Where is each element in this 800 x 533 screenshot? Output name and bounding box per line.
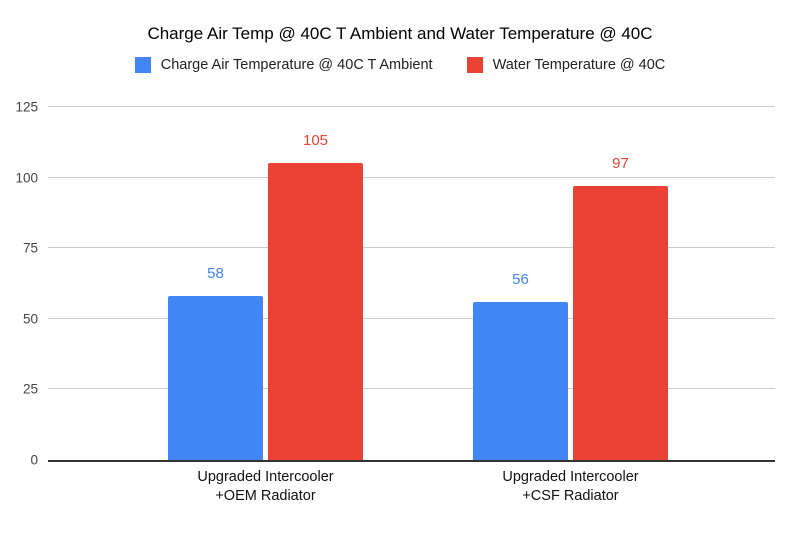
bar-series2-cat1[interactable] xyxy=(268,163,363,460)
bar-value-label: 56 xyxy=(512,270,529,288)
plot-area: 58 105 56 97 xyxy=(48,106,775,462)
y-tick-label: 0 xyxy=(30,452,38,468)
bar-series1-cat1[interactable] xyxy=(168,296,263,460)
gridline xyxy=(48,176,775,178)
y-tick-label: 100 xyxy=(15,170,38,186)
bar-series1-cat2[interactable] xyxy=(473,301,568,460)
legend-label-water-temp: Water Temperature @ 40C xyxy=(492,57,666,73)
chart-title: Charge Air Temp @ 40C T Ambient and Wate… xyxy=(147,24,653,43)
gridline xyxy=(48,388,775,390)
legend-swatch-icon xyxy=(134,57,151,73)
y-axis-labels: 0 25 50 75 100 125 xyxy=(0,100,38,468)
bar-series2-cat2[interactable] xyxy=(573,186,668,460)
legend-swatch-icon xyxy=(466,57,483,73)
bar-value-label: 97 xyxy=(612,155,629,173)
y-tick-label: 50 xyxy=(22,311,38,327)
bar-value-label: 105 xyxy=(302,132,329,150)
gridline xyxy=(48,317,775,319)
y-tick-label: 75 xyxy=(22,240,38,256)
category-label: Upgraded Intercooler +CSF Radiator xyxy=(502,469,639,504)
y-tick-label: 125 xyxy=(15,99,38,115)
bar-value-label: 58 xyxy=(207,265,224,283)
gridline xyxy=(48,106,775,107)
category-label: Upgraded Intercooler +OEM Radiator xyxy=(197,469,334,504)
legend-label-charge-air-temp: Charge Air Temperature @ 40C T Ambient xyxy=(160,57,433,73)
gridline xyxy=(48,247,775,249)
legend-item-charge-air-temp[interactable]: Charge Air Temperature @ 40C T Ambient xyxy=(134,57,433,73)
y-tick-label: 25 xyxy=(22,381,38,397)
legend-item-water-temp[interactable]: Water Temperature @ 40C xyxy=(466,57,666,73)
legend: Charge Air Temperature @ 40C T Ambient W… xyxy=(0,57,800,73)
